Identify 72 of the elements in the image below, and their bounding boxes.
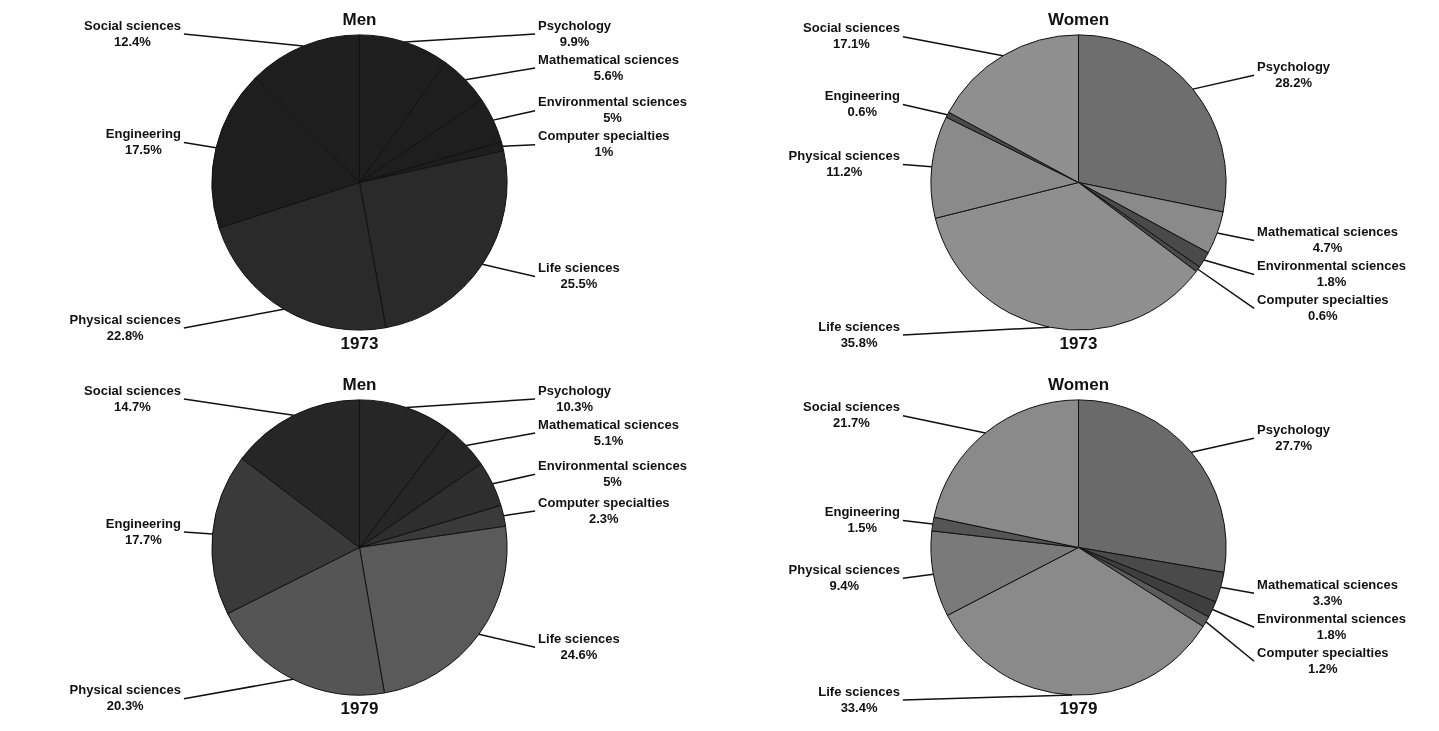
data-label: 25.5% [560,276,598,292]
chart-title: Women [1047,374,1110,394]
data-label: 10.3% [556,398,594,414]
slice-label: Psychology [538,382,612,398]
data-label: 35.8% [840,334,878,350]
slice-label: Environmental sciences [1257,258,1406,274]
data-label: 1.8% [1316,626,1347,642]
slice-label: Engineering [105,515,181,531]
slice-label: Psychology [538,17,612,33]
data-label: 20.3% [106,698,145,714]
data-label: 1.2% [1308,660,1339,676]
text: 1979 [1059,699,1098,719]
data-label: 5.1% [593,432,624,448]
data-label: 33.4% [840,699,878,715]
data-label: 0.6% [1308,308,1339,324]
data-label: 5.6% [593,67,624,83]
slice-label: Psychology [1257,421,1331,437]
slice-label: Physical sciences [788,561,900,577]
data-label: 1.8% [1316,274,1347,290]
slice-label: Life sciences [538,630,620,646]
slice-label: Computer specialties [538,494,670,510]
chart-title: Women [1047,9,1110,29]
data-label: 2.3% [589,510,620,526]
chart-title: Men [342,374,377,394]
slice-label: Social sciences [803,20,900,36]
slice-label: Engineering [824,88,900,104]
data-label: 22.8% [106,327,145,343]
slice-label: Social sciences [84,17,181,33]
slice-label: Computer specialties [538,128,670,144]
data-label: 21.7% [833,415,871,431]
data-label: 28.2% [1275,74,1313,90]
data-label: 1% [594,144,614,160]
data-label: 17.5% [124,142,163,158]
slice-label: Environmental sciences [538,94,687,110]
slice-label: Life sciences [818,318,900,334]
data-label: 9.4% [829,577,860,593]
data-label: 24.6% [560,646,598,662]
slice-label: Life sciences [538,260,620,276]
slice-label: Psychology [1257,58,1331,74]
data-label: 3.3% [1312,592,1343,608]
data-label: 9.9% [559,33,590,49]
data-label: 27.7% [1275,437,1313,453]
data-label: 5% [603,110,623,126]
data-label: 11.2% [826,164,863,179]
data-label: 12.4% [114,33,152,49]
data-label: 1.5% [847,520,878,536]
text: 1979 [340,699,379,719]
text: 1973 [1059,334,1098,354]
slice-label: Computer specialties [1257,644,1389,660]
text: 1973 [340,334,379,354]
slice-label: Mathematical sciences [1257,576,1399,592]
slice-label: Life sciences [818,683,900,699]
slice-label: Engineering [105,126,181,142]
slice-label: Social sciences [803,399,900,415]
slice-label: Social sciences [84,382,181,398]
slice-label: Physical sciences [788,148,900,163]
chart-title: Men [342,9,377,29]
slice-label: Environmental sciences [538,457,687,473]
data-label: 5% [603,473,623,489]
slice-label: Mathematical sciences [538,51,680,67]
data-label: 17.7% [124,531,163,547]
slice-label: Engineering [824,504,900,520]
slice-label: Physical sciences [69,311,181,327]
slice-label: Computer specialties [1257,292,1389,308]
data-label: 0.6% [847,104,878,120]
slice-label: Mathematical sciences [1257,224,1399,240]
slice-label: Environmental sciences [1257,610,1406,626]
data-label: 14.7% [114,398,152,414]
data-label: 17.1% [833,36,871,52]
data-label: 4.7% [1312,240,1343,256]
slice-label: Physical sciences [69,682,181,698]
slice-label: Mathematical sciences [538,416,680,432]
